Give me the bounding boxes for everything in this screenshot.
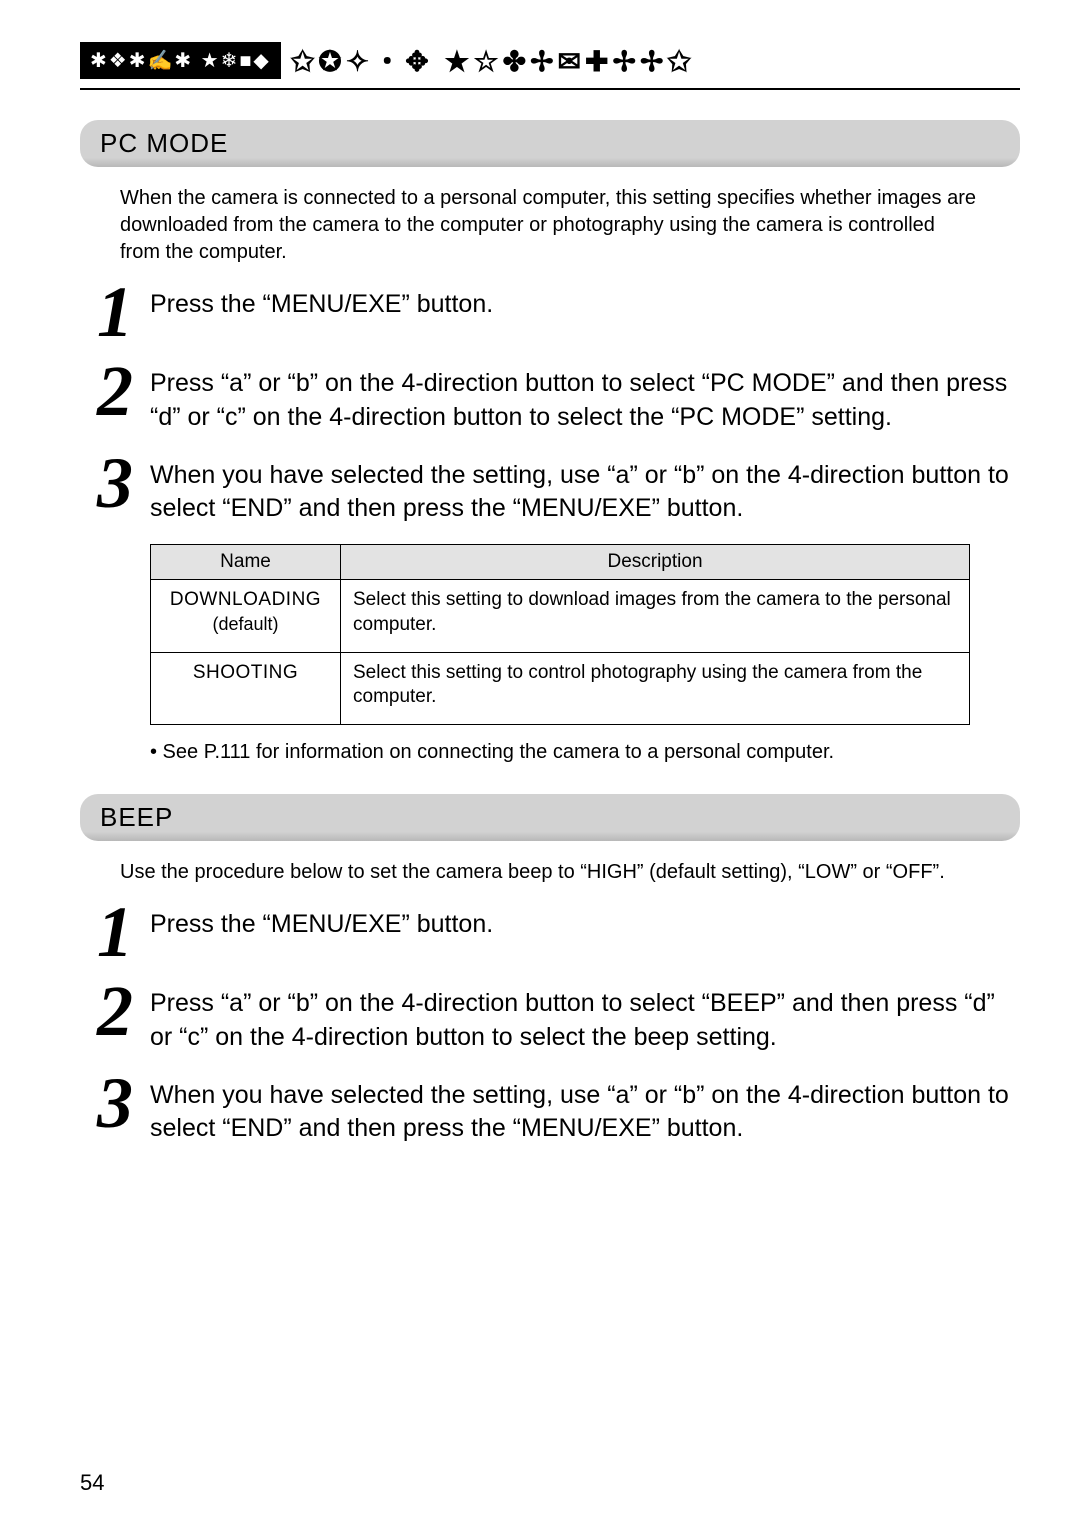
table-header-row: Name Description xyxy=(151,545,970,580)
beep-step-3: 3 When you have selected the setting, us… xyxy=(80,1073,1020,1147)
step-text: When you have selected the setting, use … xyxy=(150,453,1020,527)
step-text: Press “a” or “b” on the 4-direction butt… xyxy=(150,361,1020,435)
step-text: Press the “MENU/EXE” button. xyxy=(150,282,493,322)
pcmode-step-3: 3 When you have selected the setting, us… xyxy=(80,453,1020,527)
header-rule xyxy=(80,88,1020,90)
step-text: Press “a” or “b” on the 4-direction butt… xyxy=(150,981,1020,1055)
section-heading-beep: BEEP xyxy=(80,794,1020,841)
page-number: 54 xyxy=(80,1470,104,1496)
pcmode-intro: When the camera is connected to a person… xyxy=(120,185,980,266)
top-header: ✱❖✱✍✱ ★❄■◆ ✩✪✧・✥ ★☆✤✢✉✚✢✢✩ xyxy=(80,40,1020,80)
beep-intro: Use the procedure below to set the camer… xyxy=(120,859,980,886)
name-main: SHOOTING xyxy=(193,662,298,683)
col-header-name: Name xyxy=(151,545,341,580)
beep-step-1: 1 Press the “MENU/EXE” button. xyxy=(80,902,1020,963)
header-badge: ✱❖✱✍✱ ★❄■◆ xyxy=(80,42,281,79)
beep-step-2: 2 Press “a” or “b” on the 4-direction bu… xyxy=(80,981,1020,1055)
page: ✱❖✱✍✱ ★❄■◆ ✩✪✧・✥ ★☆✤✢✉✚✢✢✩ PC MODE When … xyxy=(0,0,1080,1536)
cell-description: Select this setting to download images f… xyxy=(341,580,970,652)
cell-description: Select this setting to control photograp… xyxy=(341,652,970,724)
col-header-description: Description xyxy=(341,545,970,580)
step-number: 2 xyxy=(80,981,150,1042)
step-number: 3 xyxy=(80,1073,150,1134)
step-number: 2 xyxy=(80,361,150,422)
step-text: Press the “MENU/EXE” button. xyxy=(150,902,493,942)
pcmode-step-2: 2 Press “a” or “b” on the 4-direction bu… xyxy=(80,361,1020,435)
table-row: SHOOTING Select this setting to control … xyxy=(151,652,970,724)
section-heading-pcmode: PC MODE xyxy=(80,120,1020,167)
name-sub: (default) xyxy=(212,614,278,634)
header-symbols: ✩✪✧・✥ ★☆✤✢✉✚✢✢✩ xyxy=(291,40,695,80)
table-row: DOWNLOADING (default) Select this settin… xyxy=(151,580,970,652)
name-main: DOWNLOADING xyxy=(170,589,321,610)
step-text: When you have selected the setting, use … xyxy=(150,1073,1020,1147)
pcmode-table: Name Description DOWNLOADING (default) S… xyxy=(150,544,970,725)
pcmode-step-1: 1 Press the “MENU/EXE” button. xyxy=(80,282,1020,343)
cell-name: SHOOTING xyxy=(151,652,341,724)
pcmode-note: • See P.111 for information on connectin… xyxy=(150,739,980,766)
step-number: 1 xyxy=(80,902,150,963)
cell-name: DOWNLOADING (default) xyxy=(151,580,341,652)
step-number: 3 xyxy=(80,453,150,514)
step-number: 1 xyxy=(80,282,150,343)
